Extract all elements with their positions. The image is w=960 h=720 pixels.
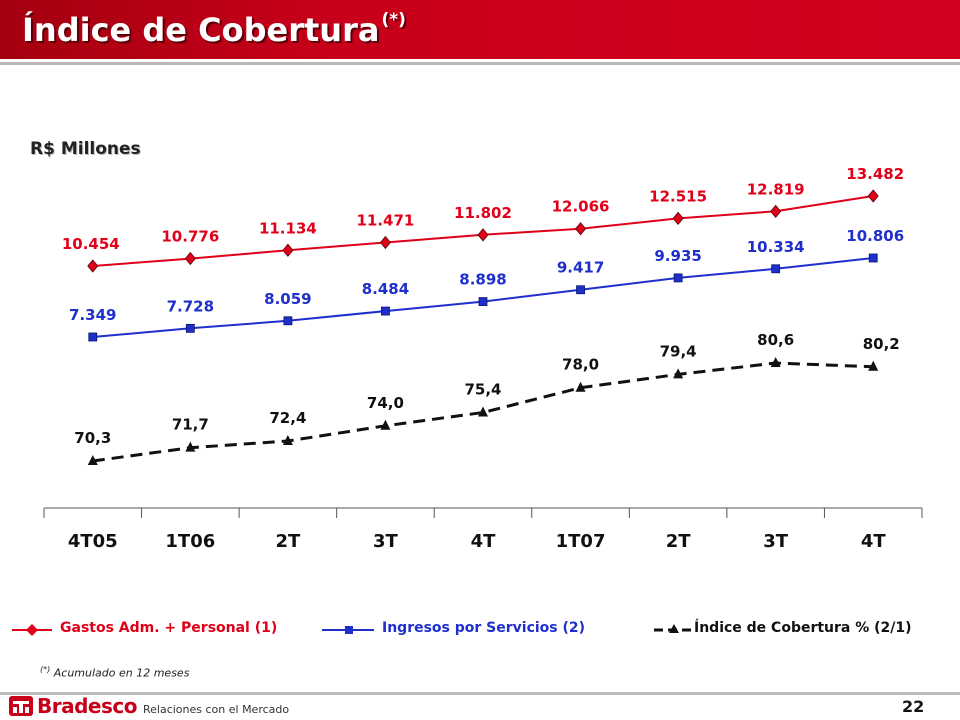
data-label: 11.134: [259, 219, 317, 237]
legend-label-expenses: Gastos Adm. + Personal (1): [60, 620, 278, 636]
data-point-square: [868, 253, 878, 263]
data-point-diamond: [672, 211, 684, 225]
data-point-triangle: [380, 419, 391, 430]
data-label: 80,2: [863, 335, 900, 353]
data-label: 8.484: [362, 280, 409, 298]
x-tick-label: 3T: [373, 531, 399, 552]
data-label: 80,6: [757, 331, 794, 349]
footnote-text: Acumulado en 12 meses: [53, 666, 190, 680]
data-label: 78,0: [562, 356, 599, 374]
footnote: (*) Acumulado en 12 meses: [40, 665, 189, 680]
data-label: 74,0: [367, 394, 404, 412]
data-point-triangle: [185, 441, 196, 452]
data-label: 70,3: [74, 429, 111, 447]
data-point-square: [185, 323, 195, 333]
data-label: 9.935: [654, 247, 701, 265]
data-point-diamond: [379, 235, 391, 250]
data-point-triangle: [770, 357, 781, 367]
data-point-diamond: [87, 259, 99, 273]
brand-subtitle: Relaciones con el Mercado: [142, 702, 290, 716]
x-tick-label: 4T: [471, 531, 497, 552]
data-point-triangle: [673, 368, 684, 379]
data-point-triangle: [868, 360, 879, 371]
data-point-square: [88, 332, 98, 342]
brand-footer: Bradesco Relaciones con el Mercado: [8, 694, 289, 718]
data-point-square: [673, 273, 683, 283]
data-point-diamond: [867, 189, 879, 203]
data-point-diamond: [477, 228, 489, 242]
data-label: 10.334: [747, 238, 805, 256]
footer-divider: [0, 692, 960, 695]
legend-triangle-dash-icon: [654, 624, 694, 633]
data-point-square: [576, 285, 585, 295]
data-label: 13.482: [846, 165, 904, 183]
slide-title-text: Índice de Cobertura: [22, 11, 380, 49]
data-label: 10.776: [161, 228, 219, 246]
legend-diamond-line-icon: [12, 624, 52, 636]
legend-item-services: Ingresos por Servicios (2): [322, 620, 585, 636]
data-label: 12.819: [747, 180, 805, 198]
footnote-superscript: (*): [40, 665, 51, 674]
legend-item-expenses: Gastos Adm. + Personal (1): [12, 620, 277, 636]
data-label: 9.417: [557, 259, 604, 277]
data-point-triangle: [282, 435, 293, 446]
legend-label-services: Ingresos por Servicios (2): [382, 620, 586, 636]
data-point-square: [283, 316, 293, 326]
data-point-triangle: [87, 455, 98, 465]
data-label: 71,7: [172, 416, 209, 434]
data-label: 8.059: [264, 290, 311, 308]
data-label: 11.471: [356, 211, 414, 229]
data-label: 11.802: [454, 204, 512, 222]
data-point-triangle: [575, 381, 586, 392]
page-number: 22: [902, 697, 925, 716]
slide-title: Índice de Cobertura (*): [22, 10, 406, 49]
data-point-diamond: [282, 243, 294, 257]
data-label: 72,4: [269, 409, 306, 427]
data-label: 12.515: [649, 187, 707, 205]
data-point-diamond: [770, 204, 782, 218]
slide-title-superscript: (*): [381, 10, 406, 30]
x-tick-label: 1T07: [556, 531, 606, 552]
data-point-diamond: [575, 222, 587, 236]
x-tick-label: 2T: [275, 531, 301, 552]
data-label: 12.066: [552, 198, 610, 216]
brand-name: Bradesco: [37, 694, 137, 718]
data-label: 7.349: [69, 306, 116, 324]
legend-square-line-icon: [322, 626, 374, 634]
data-point-diamond: [184, 251, 196, 266]
x-tick-label: 2T: [666, 531, 692, 552]
x-tick-label: 4T: [861, 531, 887, 552]
data-label: 79,4: [660, 342, 697, 360]
title-bar: Índice de Cobertura (*): [0, 0, 960, 65]
x-tick-label: 3T: [763, 531, 789, 552]
data-label: 7.728: [167, 297, 214, 315]
legend-label-coverage: Índice de Cobertura % (2/1): [694, 620, 912, 636]
data-point-square: [771, 264, 781, 274]
data-point-triangle: [478, 406, 488, 417]
x-tick-label: 4T05: [68, 531, 118, 552]
data-point-square: [381, 306, 390, 316]
coverage-line-chart: 4T05 1T06 2T 3T 4T 1T07 2T 3T 4T 10.454 10.776 11.1…: [43, 165, 923, 552]
x-tick-label: 1T06: [165, 531, 215, 552]
data-label: 8.898: [459, 271, 506, 289]
data-label: 10.454: [62, 235, 120, 253]
data-point-square: [478, 297, 488, 307]
data-label: 10.806: [846, 227, 904, 245]
legend-item-coverage: Índice de Cobertura % (2/1): [654, 620, 912, 636]
bradesco-tree-logo-icon: [9, 696, 33, 716]
data-label: 75,4: [464, 380, 501, 398]
unit-label: R$ Millones: [30, 139, 141, 159]
